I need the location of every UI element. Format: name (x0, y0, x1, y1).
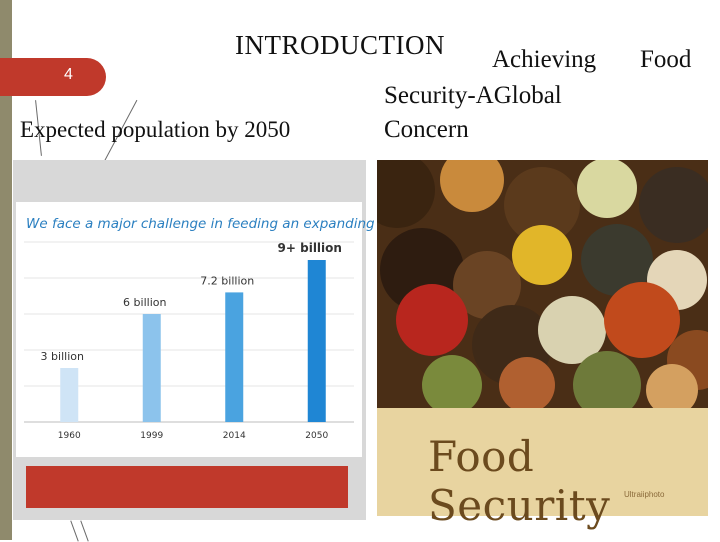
subtitle-word: Concern (384, 116, 469, 143)
population-caption: Expected population by 2050 (20, 117, 291, 142)
chart-bar (60, 368, 79, 422)
population-chart-panel: We face a major challenge in feeding an … (13, 160, 492, 520)
photo-credit: Ultraiiphoto (624, 490, 665, 499)
food-security-banner (377, 408, 708, 516)
chart-tick-label: 2014 (223, 431, 246, 441)
chart-bar (142, 314, 161, 422)
chart-bar (225, 292, 244, 422)
subtitle-word: Achieving (492, 46, 597, 73)
decorative-line (70, 520, 79, 542)
chart-caption-box (26, 466, 348, 508)
subtitle-word: Global (493, 82, 562, 109)
subtitle-line: Security-A​Global (384, 82, 562, 110)
decorative-line (80, 520, 89, 542)
subtitle-word: Security- (384, 82, 476, 109)
left-accent-bar (0, 0, 12, 540)
chart-tick-label: 1960 (58, 431, 81, 441)
food-security-title: Food Security (428, 432, 611, 530)
chart-data-label: 9+ billion (278, 241, 342, 255)
chart-bar (307, 260, 326, 422)
chart-data-label: 6 billion (123, 296, 166, 309)
chart-data-label: 3 billion (41, 350, 84, 363)
slide-number-badge (0, 58, 106, 96)
population-bar-chart: 3 billion 1960 6 billion 1999 7.2 billion 201… (24, 241, 354, 441)
chart-tick-label: 2050 (305, 431, 328, 441)
subtitle-word: A (475, 82, 494, 109)
chart-tick-label: 1999 (140, 431, 163, 441)
slide-number: 4 (64, 66, 73, 83)
subtitle-word: Food (640, 46, 692, 73)
slide-title: INTRODUCTION (235, 30, 445, 60)
chart-data-label: 7.2 billion (200, 274, 254, 287)
population-chart: We face a major challenge in feeding an … (16, 202, 492, 457)
spice-bowls (377, 160, 708, 419)
chart-headline: We face a major challenge in feeding an … (26, 216, 493, 232)
